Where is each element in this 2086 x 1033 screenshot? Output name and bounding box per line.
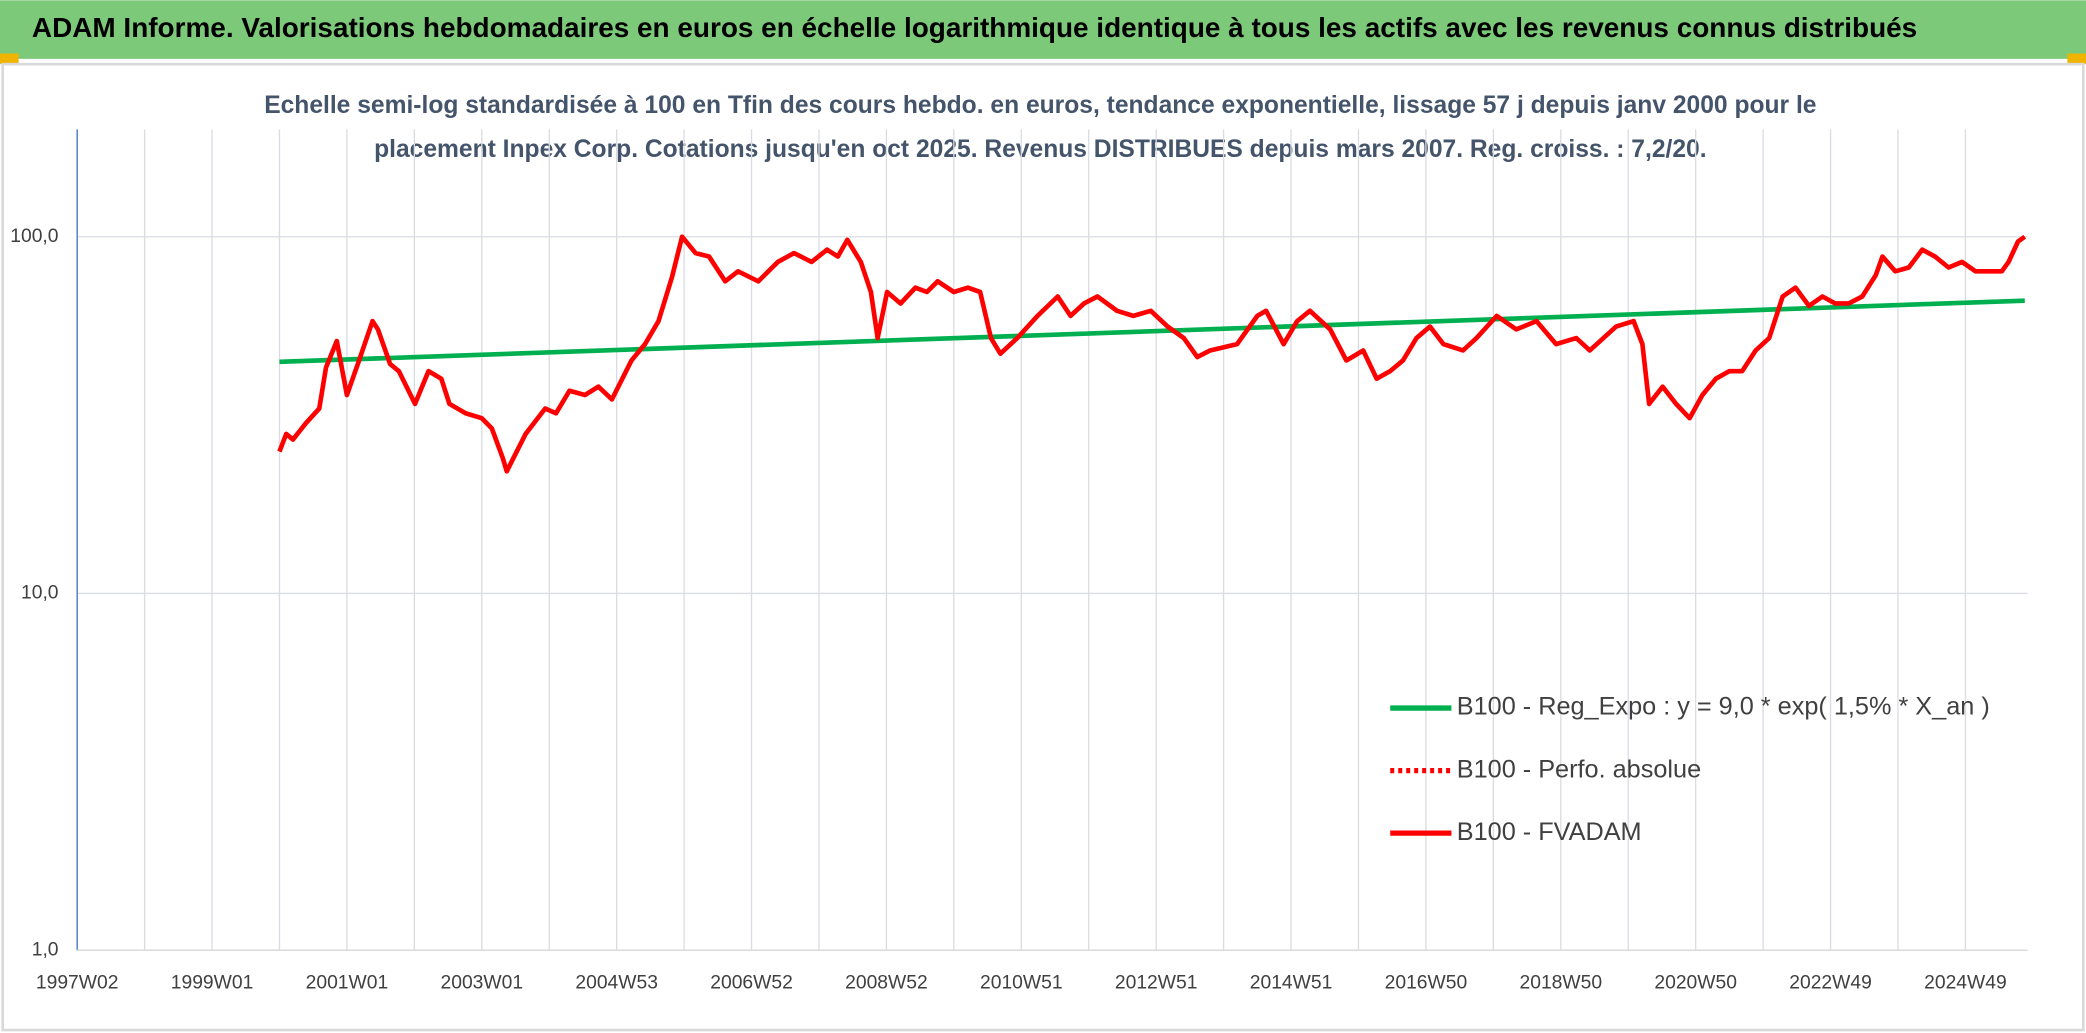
x-tick-label: 1999W01 xyxy=(171,973,254,994)
panel-border xyxy=(1,62,2085,1032)
legend-label: B100 - Reg_Expo : y = 9,0 * exp( 1,5% * … xyxy=(1457,693,1990,721)
x-tick-label: 2001W01 xyxy=(306,973,389,994)
x-tick-label: 2022W49 xyxy=(1789,973,1872,994)
legend-label: B100 - FVADAM xyxy=(1457,818,1642,846)
x-tick-label: 2008W52 xyxy=(845,973,928,994)
y-tick-label: 1,0 xyxy=(32,939,59,960)
chart-subtitle: Echelle semi-log standardisée à 100 en T… xyxy=(264,92,1816,119)
x-tick-label: 2012W51 xyxy=(1115,973,1198,994)
x-tick-label: 2003W01 xyxy=(441,973,524,994)
corner-mark xyxy=(2067,53,2086,65)
data-line xyxy=(277,234,2027,474)
data-line xyxy=(279,298,2025,365)
x-tick-label: 2004W53 xyxy=(575,973,658,994)
corner-mark xyxy=(0,53,19,65)
x-tick-label: 2024W49 xyxy=(1924,973,2007,994)
x-tick-label: 2006W52 xyxy=(710,973,793,994)
x-tick-label: 2010W51 xyxy=(980,973,1063,994)
x-tick-label: 2016W50 xyxy=(1385,973,1468,994)
y-tick-label: 100,0 xyxy=(10,226,58,247)
chart-title: ADAM Informe. Valorisations hebdomadaire… xyxy=(32,12,1917,43)
title-bar xyxy=(0,0,2086,59)
x-tick-label: 2018W50 xyxy=(1520,973,1603,994)
x-tick-label: 2014W51 xyxy=(1250,973,1333,994)
y-tick-label: 10,0 xyxy=(21,583,59,604)
legend-label: B100 - Perfo. absolue xyxy=(1457,755,1701,783)
x-tick-label: 1997W02 xyxy=(36,973,119,994)
x-tick-label: 2020W50 xyxy=(1654,973,1737,994)
chart-subtitle: placement Inpex Corp. Cotations jusqu'en… xyxy=(374,136,1706,163)
